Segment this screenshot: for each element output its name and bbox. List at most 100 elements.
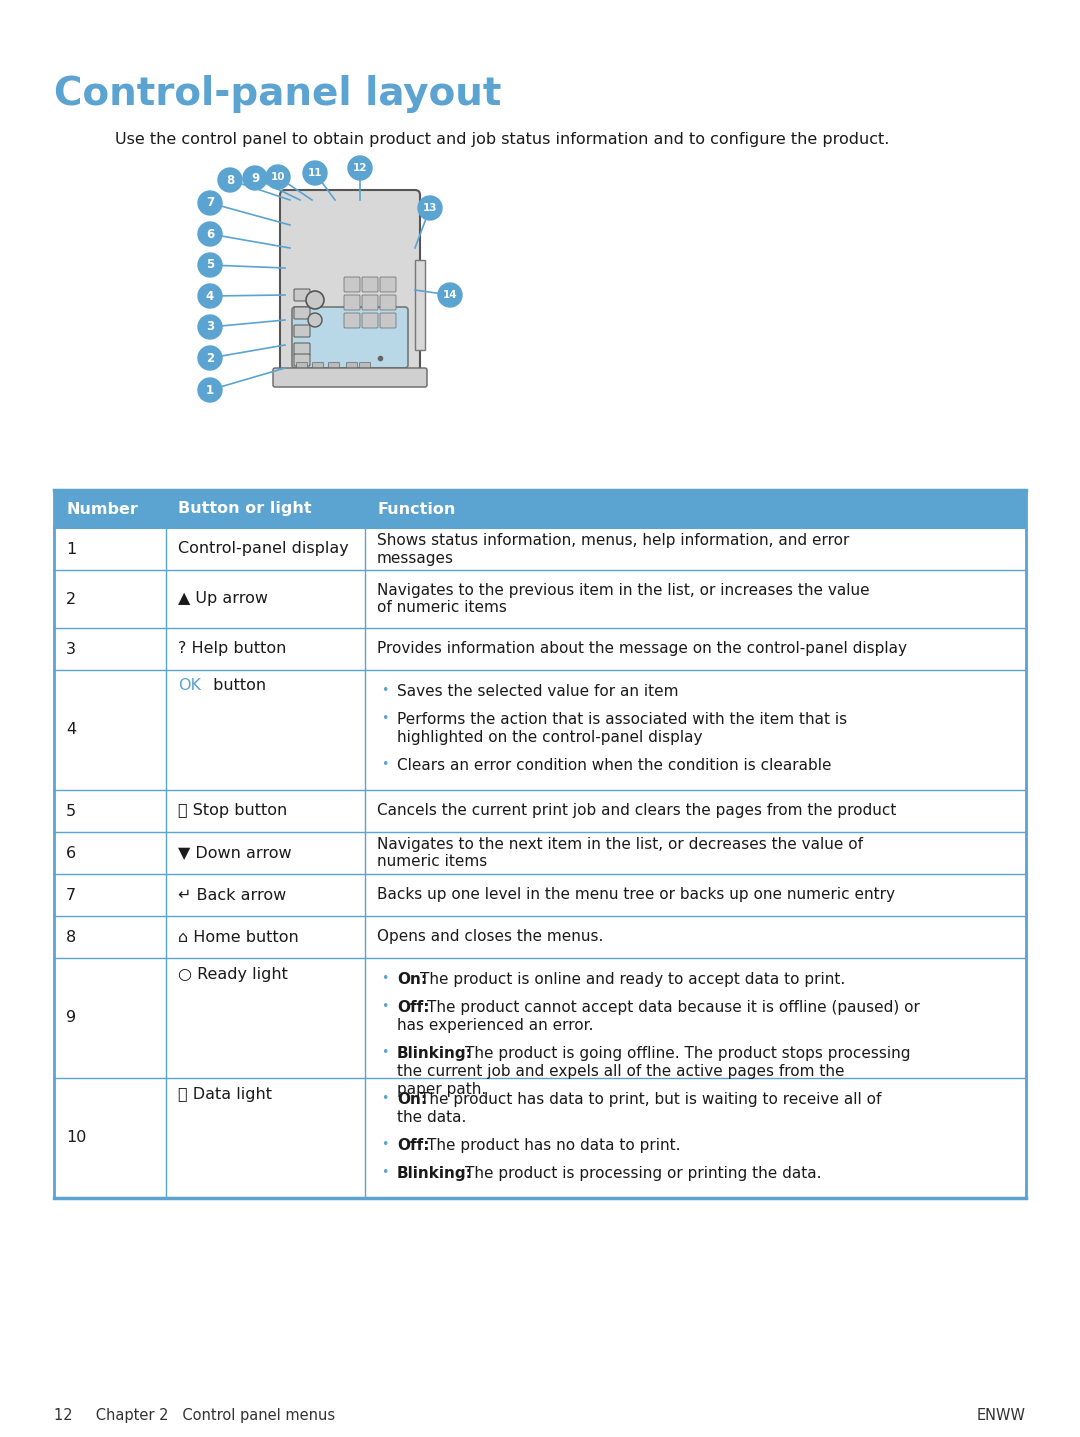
Text: ? Help button: ? Help button: [178, 641, 286, 657]
Text: •: •: [381, 971, 389, 984]
Text: 7: 7: [206, 197, 214, 210]
Text: Function: Function: [377, 502, 456, 516]
Circle shape: [198, 378, 222, 402]
Text: the data.: the data.: [397, 1109, 467, 1125]
Bar: [54, 832, 1026, 874]
Text: Button or light: Button or light: [178, 502, 311, 516]
FancyBboxPatch shape: [297, 362, 308, 371]
Text: 7: 7: [66, 888, 76, 902]
Circle shape: [438, 283, 462, 308]
FancyBboxPatch shape: [294, 308, 310, 319]
Text: the current job and expels all of the active pages from the: the current job and expels all of the ac…: [397, 1063, 845, 1079]
Circle shape: [308, 313, 322, 328]
Bar: [54, 958, 1026, 1078]
Circle shape: [418, 195, 442, 220]
Text: ▲ Up arrow: ▲ Up arrow: [178, 592, 268, 606]
Text: Cancels the current print job and clears the pages from the product: Cancels the current print job and clears…: [377, 803, 896, 819]
Text: paper path.: paper path.: [397, 1082, 486, 1096]
Text: 12     Chapter 2   Control panel menus: 12 Chapter 2 Control panel menus: [54, 1408, 335, 1423]
Text: numeric items: numeric items: [377, 855, 487, 869]
Circle shape: [218, 168, 242, 193]
Text: ENWW: ENWW: [977, 1408, 1026, 1423]
Text: Saves the selected value for an item: Saves the selected value for an item: [397, 684, 678, 698]
Text: has experienced an error.: has experienced an error.: [397, 1017, 594, 1033]
Text: Navigates to the previous item in the list, or increases the value: Navigates to the previous item in the li…: [377, 582, 869, 598]
Text: messages: messages: [377, 550, 454, 566]
Text: On:: On:: [397, 1092, 428, 1106]
Text: ⌂ Home button: ⌂ Home button: [178, 930, 298, 944]
Bar: [54, 790, 1026, 832]
FancyBboxPatch shape: [362, 313, 378, 328]
Circle shape: [243, 167, 267, 190]
FancyBboxPatch shape: [415, 260, 426, 351]
Text: Blinking:: Blinking:: [397, 1046, 473, 1061]
Text: 5: 5: [66, 803, 76, 819]
Bar: [54, 1078, 1026, 1198]
Text: ▼ Down arrow: ▼ Down arrow: [178, 845, 292, 861]
FancyBboxPatch shape: [380, 295, 396, 310]
Text: The product has no data to print.: The product has no data to print.: [427, 1138, 680, 1152]
Circle shape: [198, 191, 222, 216]
FancyBboxPatch shape: [312, 362, 324, 371]
Text: ⓧ Stop button: ⓧ Stop button: [178, 803, 287, 819]
Text: OK: OK: [178, 678, 201, 694]
Bar: [54, 915, 1026, 958]
Text: The product is going offline. The product stops processing: The product is going offline. The produc…: [464, 1046, 910, 1061]
Text: Number: Number: [66, 502, 138, 516]
FancyBboxPatch shape: [345, 277, 360, 292]
Text: •: •: [381, 684, 389, 697]
Text: button: button: [207, 678, 266, 694]
Text: Opens and closes the menus.: Opens and closes the menus.: [377, 930, 604, 944]
FancyBboxPatch shape: [292, 308, 408, 368]
Text: ↵ Back arrow: ↵ Back arrow: [178, 888, 286, 902]
Text: •: •: [381, 1165, 389, 1178]
Text: 6: 6: [206, 227, 214, 240]
Text: Control-panel display: Control-panel display: [178, 542, 349, 556]
Text: 4: 4: [66, 723, 76, 737]
Text: 10: 10: [271, 172, 285, 182]
Circle shape: [306, 292, 324, 309]
Text: The product is processing or printing the data.: The product is processing or printing th…: [464, 1165, 821, 1181]
Text: 3: 3: [66, 641, 76, 657]
Text: of numeric items: of numeric items: [377, 601, 507, 615]
Bar: [54, 670, 1026, 790]
Text: highlighted on the control-panel display: highlighted on the control-panel display: [397, 730, 702, 744]
Circle shape: [198, 253, 222, 277]
Text: 1: 1: [66, 542, 77, 556]
Text: 6: 6: [66, 845, 76, 861]
Text: The product cannot accept data because it is offline (paused) or: The product cannot accept data because i…: [427, 1000, 920, 1015]
Circle shape: [198, 285, 222, 308]
Text: 11: 11: [308, 168, 322, 178]
Text: On:: On:: [397, 971, 428, 987]
Text: The product is online and ready to accept data to print.: The product is online and ready to accep…: [419, 971, 845, 987]
Text: Performs the action that is associated with the item that is: Performs the action that is associated w…: [397, 711, 847, 727]
FancyBboxPatch shape: [294, 343, 310, 355]
Text: 10: 10: [66, 1131, 86, 1145]
Bar: [54, 628, 1026, 670]
Text: 2: 2: [66, 592, 76, 606]
FancyBboxPatch shape: [362, 277, 378, 292]
Circle shape: [266, 165, 291, 190]
FancyBboxPatch shape: [380, 277, 396, 292]
Text: •: •: [381, 1000, 389, 1013]
Bar: [54, 527, 1026, 570]
Text: Backs up one level in the menu tree or backs up one numeric entry: Backs up one level in the menu tree or b…: [377, 888, 895, 902]
Text: 1: 1: [206, 384, 214, 397]
Text: ⌛ Data light: ⌛ Data light: [178, 1086, 272, 1102]
Text: Off:: Off:: [397, 1138, 430, 1152]
FancyBboxPatch shape: [294, 289, 310, 300]
Text: Use the control panel to obtain product and job status information and to config: Use the control panel to obtain product …: [114, 132, 889, 147]
Text: 9: 9: [251, 171, 259, 184]
Text: 2: 2: [206, 352, 214, 365]
Circle shape: [348, 157, 372, 180]
Text: Off:: Off:: [397, 1000, 430, 1015]
Circle shape: [198, 315, 222, 339]
FancyBboxPatch shape: [345, 313, 360, 328]
Bar: [54, 490, 1026, 527]
Bar: [54, 570, 1026, 628]
Text: •: •: [381, 1046, 389, 1059]
Text: •: •: [381, 711, 389, 726]
Bar: [54, 874, 1026, 915]
Text: Shows status information, menus, help information, and error: Shows status information, menus, help in…: [377, 533, 849, 547]
Text: 14: 14: [443, 290, 457, 300]
